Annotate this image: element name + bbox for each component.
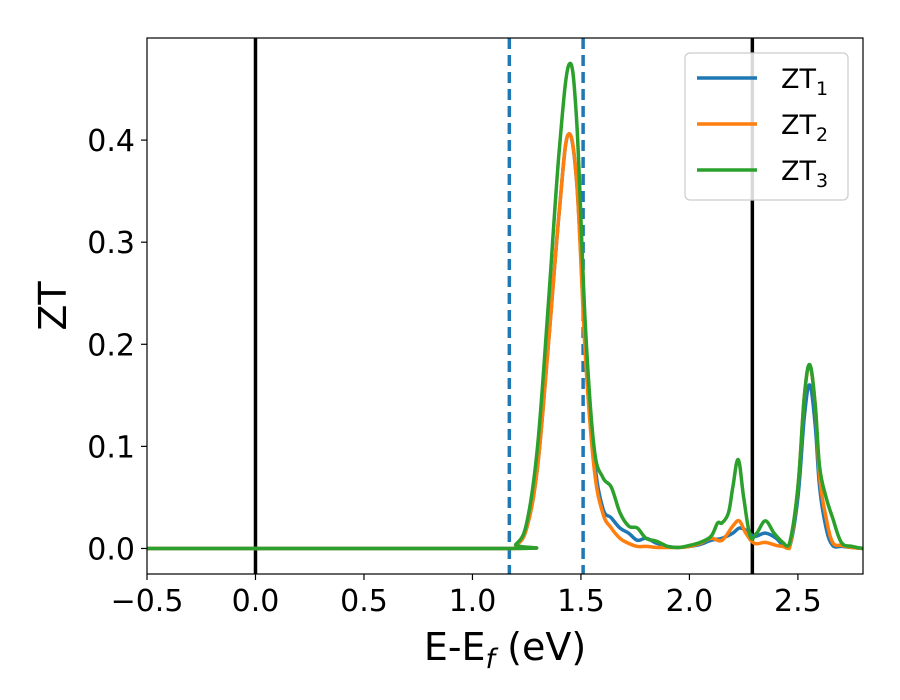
x-tick-label: 2.0: [666, 584, 714, 619]
x-tick-label: 1.0: [449, 584, 497, 619]
legend-label-zt2: ZT2: [781, 110, 828, 146]
x-tick-label: 0.5: [340, 584, 388, 619]
y-tick-label: 0.4: [87, 124, 135, 159]
plot-content: [147, 38, 863, 574]
y-tick-label: 0.3: [87, 226, 135, 261]
legend-label-zt1: ZT1: [781, 64, 828, 100]
x-tick-label: −0.5: [111, 584, 184, 619]
x-tick-label: 1.5: [557, 584, 605, 619]
x-tick-label: 2.5: [774, 584, 822, 619]
legend: ZT1 ZT2 ZT3: [684, 52, 849, 201]
y-tick-label: 0.2: [87, 328, 135, 363]
axes-frame: [146, 37, 864, 575]
x-axis-label: E-Ef (eV): [424, 625, 586, 675]
plot-area: [147, 38, 863, 574]
y-axis-label: ZT: [31, 281, 75, 331]
series-line-zt3: [147, 61, 863, 551]
x-tick-label: 0.0: [232, 584, 280, 619]
y-tick-label: 0.1: [87, 430, 135, 465]
y-tick-label: 0.0: [87, 532, 135, 567]
axes: −0.5 0.0 0.5 1.0 1.5 2.0 2.5 0.0 0.1 0.2 0.3 0.4 E-E…: [31, 37, 864, 675]
legend-label-zt3: ZT3: [781, 156, 828, 192]
legend-box: [684, 52, 849, 201]
